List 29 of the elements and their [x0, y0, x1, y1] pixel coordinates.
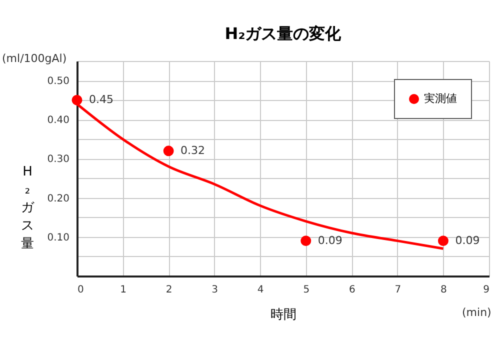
data-label: 0.45	[89, 93, 114, 106]
data-label: 0.32	[180, 144, 206, 157]
y-tick-label: 0.20	[47, 193, 70, 204]
x-tick-label: 7	[394, 284, 402, 296]
y-tick-label: 0.50	[47, 76, 70, 88]
data-label: 0.09	[455, 234, 480, 247]
x-tick-label: 6	[348, 284, 356, 296]
x-tick-label: 3	[212, 284, 218, 296]
point	[300, 236, 312, 246]
x-tick-label: 8	[440, 284, 447, 296]
legend-label: 実測値	[424, 92, 457, 105]
point	[438, 236, 448, 246]
point	[72, 94, 82, 106]
text: (ml/100gAl)	[2, 52, 67, 65]
x-tick-label: 4	[257, 284, 264, 296]
x-tick-label: 9	[483, 284, 490, 296]
y-tick-label: 0.10	[47, 232, 70, 244]
y-tick-label: 0.40	[47, 115, 70, 126]
chart-title: H₂ガス量の変化	[224, 24, 342, 43]
x-tick-label: 5	[303, 284, 310, 296]
data-label: 0.09	[318, 234, 342, 247]
x-tick-label: 0	[78, 284, 84, 296]
x-axis-title: 時間	[270, 308, 296, 322]
x-tick-label: 2	[166, 284, 172, 296]
text: (min)	[462, 306, 492, 319]
y-axis-title: H₂ガス量	[21, 164, 35, 252]
x-tick-label: 1	[120, 284, 126, 296]
point	[163, 146, 174, 156]
y-tick-label: 0.30	[47, 154, 70, 166]
